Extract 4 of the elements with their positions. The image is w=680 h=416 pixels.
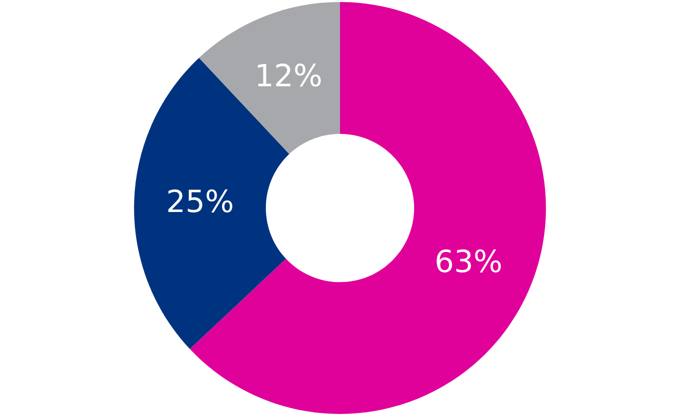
data-label: 63%	[436, 249, 501, 272]
data-label: 12%	[258, 64, 321, 87]
donut-slice	[199, 2, 340, 154]
data-label: 25%	[168, 189, 232, 212]
